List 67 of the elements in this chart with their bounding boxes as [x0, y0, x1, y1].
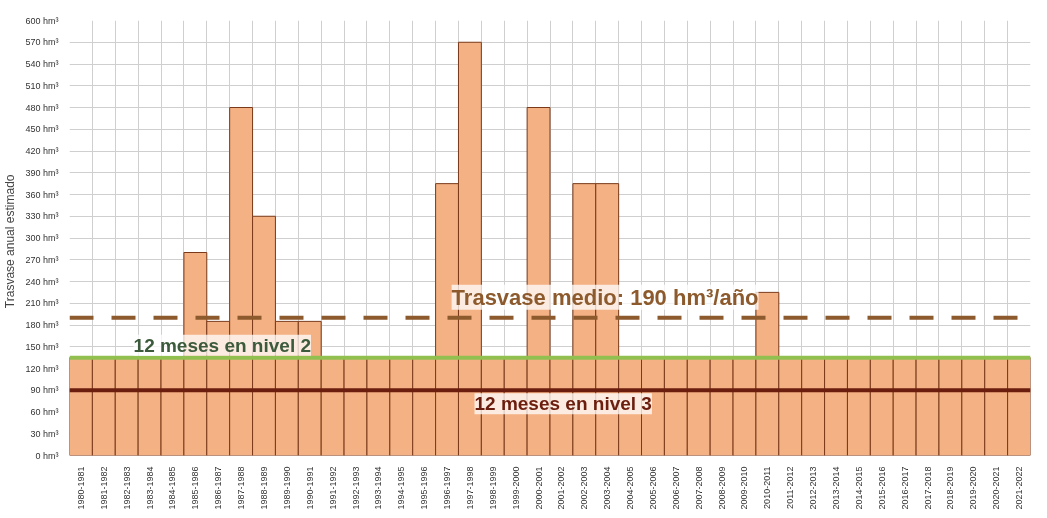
x-tick-label: 2014-2015 — [853, 466, 864, 510]
x-tick-label: 1997-1998 — [464, 466, 475, 510]
ref-line-label: 12 meses en nivel 2 — [133, 334, 312, 356]
y-tick-label: 90 hm³ — [30, 385, 59, 396]
y-tick-label: 240 hm³ — [25, 276, 59, 287]
y-tick-label: 360 hm³ — [25, 189, 59, 200]
x-tick-label: 1993-1994 — [373, 466, 384, 510]
x-tick-label: 2003-2004 — [602, 466, 613, 510]
x-tick-label: 2015-2016 — [876, 466, 887, 510]
x-tick-label: 1985-1986 — [190, 466, 201, 510]
ref-line-label: Trasvase medio: 190 hm³/año — [451, 284, 759, 310]
y-tick-label: 120 hm³ — [25, 363, 59, 374]
x-tick-label: 1984-1985 — [167, 466, 178, 510]
x-tick-label: 2020-2021 — [991, 466, 1002, 510]
y-tick-label: 60 hm³ — [30, 407, 59, 417]
x-tick-label: 2001-2002 — [556, 466, 567, 510]
x-tick-label: 2012-2013 — [808, 466, 819, 510]
x-tick-label: 1986-1987 — [213, 466, 224, 510]
x-tick-label: 2021-2022 — [1014, 466, 1025, 510]
x-tick-label: 2009-2010 — [739, 466, 750, 510]
x-tick-label: 1982-1983 — [121, 466, 132, 510]
x-tick-label: 1981-1982 — [98, 466, 109, 510]
x-tick-label: 2002-2003 — [579, 466, 590, 510]
y-tick-label: 270 hm³ — [25, 254, 59, 265]
x-tick-label: 2004-2005 — [625, 466, 636, 510]
x-tick-label: 1992-1993 — [350, 466, 361, 510]
x-tick-label: 2005-2006 — [647, 466, 658, 510]
x-tick-label: 2007-2008 — [693, 466, 704, 510]
x-tick-label: 1998-1999 — [487, 466, 498, 510]
x-tick-label: 1990-1991 — [304, 466, 315, 510]
y-tick-label: 330 hm³ — [25, 211, 59, 222]
y-tick-label: 150 hm³ — [25, 341, 59, 352]
x-tick-label: 2008-2009 — [716, 466, 727, 510]
y-tick-label: 300 hm³ — [25, 233, 59, 243]
y-tick-label: 210 hm³ — [25, 298, 59, 309]
x-tick-label: 1988-1989 — [258, 466, 269, 510]
y-axis-title: Trasvase anual estimado — [3, 174, 18, 309]
y-tick-label: 30 hm³ — [30, 428, 59, 439]
y-tick-label: 390 hm³ — [25, 167, 59, 178]
x-tick-label: 2010-2011 — [762, 466, 773, 509]
x-tick-label: 2017-2018 — [922, 466, 933, 510]
x-tick-label: 1991-1992 — [327, 466, 338, 510]
y-tick-label: 570 hm³ — [25, 37, 59, 48]
x-tick-label: 1983-1984 — [144, 466, 155, 510]
y-tick-label: 450 hm³ — [25, 124, 59, 135]
y-tick-label: 540 hm³ — [25, 59, 59, 69]
y-tick-label: 480 hm³ — [25, 102, 59, 113]
x-tick-label: 2018-2019 — [945, 466, 956, 510]
x-tick-label: 1999-2000 — [510, 466, 521, 510]
x-tick-label: 1994-1995 — [396, 466, 407, 510]
y-tick-label: 180 hm³ — [25, 320, 59, 330]
x-tick-label: 2019-2020 — [968, 466, 979, 510]
x-tick-label: 1995-1996 — [419, 466, 430, 510]
y-tick-label: 0 hm³ — [35, 450, 59, 461]
y-tick-label: 600 hm³ — [25, 15, 59, 26]
y-tick-label: 510 hm³ — [25, 80, 59, 91]
x-tick-label: 2000-2001 — [533, 466, 544, 510]
x-tick-label: 1989-1990 — [281, 466, 292, 510]
x-tick-label: 2006-2007 — [670, 466, 681, 510]
y-tick-label: 420 hm³ — [25, 146, 59, 156]
x-tick-label: 1996-1997 — [442, 466, 453, 510]
x-tick-label: 2016-2017 — [899, 466, 910, 510]
x-tick-label: 2011-2012 — [785, 466, 796, 509]
x-tick-label: 2013-2014 — [831, 466, 842, 510]
x-tick-label: 1980-1981 — [75, 466, 86, 510]
x-tick-label: 1987-1988 — [236, 466, 247, 510]
ref-line-label: 12 meses en nivel 3 — [474, 393, 652, 415]
